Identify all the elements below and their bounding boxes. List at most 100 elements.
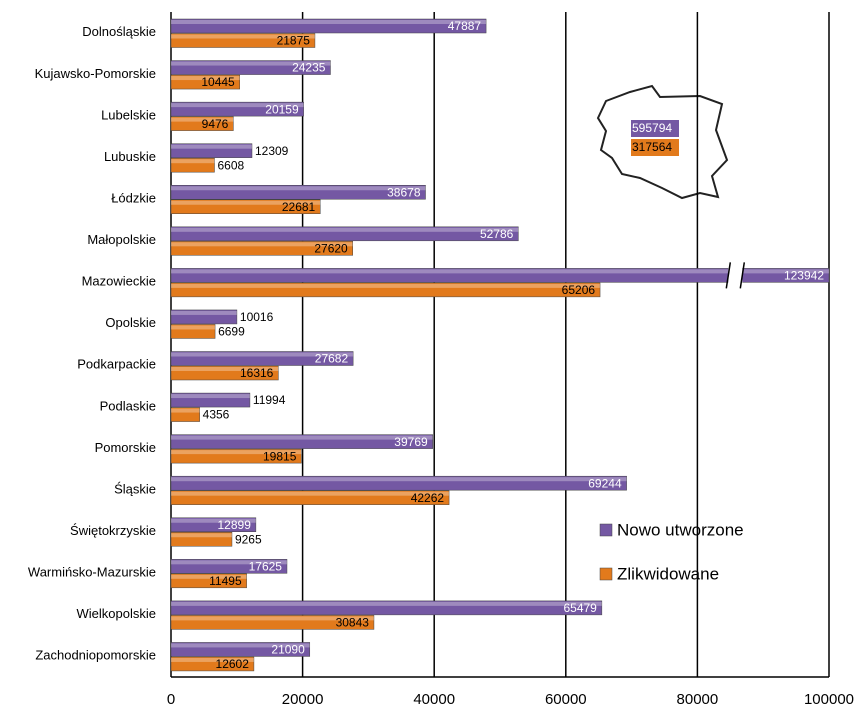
bar-highlight (171, 76, 240, 81)
data-label: 19815 (263, 449, 297, 463)
total-background (631, 120, 679, 137)
bar-highlight (171, 560, 287, 565)
data-label: 52786 (480, 227, 514, 241)
data-label: 39769 (394, 435, 428, 449)
y-tick-label: Podlaskie (100, 398, 156, 413)
total-label: 317564 (632, 140, 672, 154)
bar (170, 475, 627, 491)
data-label: 17625 (249, 559, 283, 573)
total-background (631, 139, 679, 156)
legend-swatch (599, 523, 613, 537)
data-label: 12309 (255, 144, 289, 158)
data-label: 10016 (240, 310, 274, 324)
axis-break (725, 262, 732, 289)
bar (170, 282, 601, 298)
bar-highlight (171, 61, 331, 66)
bar-highlight (171, 227, 519, 232)
y-tick-label: Śląskie (114, 481, 156, 496)
bar-highlight (171, 477, 627, 482)
data-label: 16316 (240, 366, 274, 380)
bar (170, 642, 311, 657)
bar (170, 226, 519, 242)
y-tick-label: Łódzkie (111, 190, 156, 205)
bar (170, 573, 247, 589)
bar-highlight (171, 200, 321, 205)
y-tick-label: Wielkopolskie (77, 606, 156, 621)
bar (170, 600, 603, 616)
bar (170, 241, 353, 256)
bar-highlight (171, 643, 310, 648)
bar (170, 559, 288, 574)
data-label: 12899 (218, 518, 252, 532)
x-tick-label: 0 (167, 691, 175, 708)
data-label: 27682 (315, 352, 349, 366)
y-tick-label: Dolnośląskie (82, 24, 156, 39)
bar-highlight (171, 574, 247, 579)
data-label: 10445 (201, 75, 235, 89)
x-tick-label: 80000 (677, 691, 719, 708)
bar-highlight (171, 144, 252, 149)
data-label: 47887 (448, 19, 482, 33)
y-tick-label: Małopolskie (87, 232, 156, 247)
bar-highlight (171, 269, 829, 274)
bar (170, 157, 215, 173)
bar-highlight (171, 616, 374, 621)
bar-highlight (171, 34, 315, 39)
bar (170, 309, 238, 325)
bar (170, 185, 426, 200)
data-label: 6608 (217, 158, 244, 172)
bar (170, 324, 216, 339)
y-tick-label: Pomorskie (95, 440, 156, 455)
bar-highlight (171, 352, 354, 357)
bar-highlight (171, 601, 602, 606)
legend-swatch (599, 567, 613, 581)
bar (170, 490, 450, 505)
bar (170, 532, 233, 547)
bar-highlight (171, 117, 234, 122)
bar-highlight (171, 20, 487, 24)
bar-highlight (171, 283, 601, 288)
data-label: 11495 (209, 574, 242, 588)
bar (170, 143, 253, 158)
bar-highlight (171, 518, 256, 523)
y-tick-label: Podkarpackie (77, 357, 156, 372)
data-label: 12602 (216, 657, 250, 671)
bar (170, 33, 316, 48)
data-label: 11994 (253, 393, 286, 407)
data-label: 20159 (265, 102, 299, 116)
x-tick-label: 100000 (804, 691, 854, 708)
data-label: 4356 (203, 408, 230, 422)
legend-label: Nowo utworzone (617, 520, 744, 539)
x-tick-label: 20000 (282, 691, 324, 708)
data-label: 24235 (292, 61, 326, 75)
data-label: 30843 (336, 616, 370, 630)
bar-highlight (171, 159, 215, 164)
bar (170, 517, 257, 532)
x-tick-label: 40000 (413, 691, 455, 708)
bar (170, 448, 302, 464)
axis-break (739, 262, 746, 289)
data-label: 21875 (277, 34, 311, 48)
bar (170, 199, 321, 214)
data-label: 65206 (562, 283, 596, 297)
bar-highlight (171, 186, 426, 191)
data-label: 6699 (218, 325, 245, 339)
data-label: 9476 (202, 117, 229, 131)
y-tick-label: Kujawsko-Pomorskie (35, 66, 156, 81)
bar (170, 392, 251, 408)
bar-highlight (171, 310, 237, 315)
data-label: 123942 (784, 269, 824, 283)
y-tick-label: Opolskie (105, 315, 156, 330)
bar (170, 116, 234, 131)
bar (170, 101, 304, 117)
data-label: 9265 (235, 532, 262, 546)
data-label: 27620 (314, 241, 348, 255)
y-tick-label: Lubelskie (101, 107, 156, 122)
data-label: 69244 (588, 476, 622, 490)
data-label: 22681 (282, 200, 316, 214)
bar-highlight (171, 103, 304, 108)
y-tick-label: Warmińsko-Mazurskie (28, 565, 156, 580)
bar (170, 656, 255, 672)
